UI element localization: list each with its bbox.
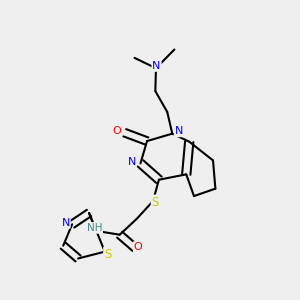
- Text: NH: NH: [87, 223, 102, 233]
- Text: S: S: [104, 248, 112, 260]
- Text: N: N: [175, 126, 183, 136]
- Text: N: N: [128, 158, 136, 167]
- Text: S: S: [152, 196, 159, 208]
- Text: N: N: [61, 218, 70, 228]
- Text: N: N: [152, 61, 161, 71]
- Text: O: O: [112, 126, 121, 136]
- Text: O: O: [134, 242, 142, 252]
